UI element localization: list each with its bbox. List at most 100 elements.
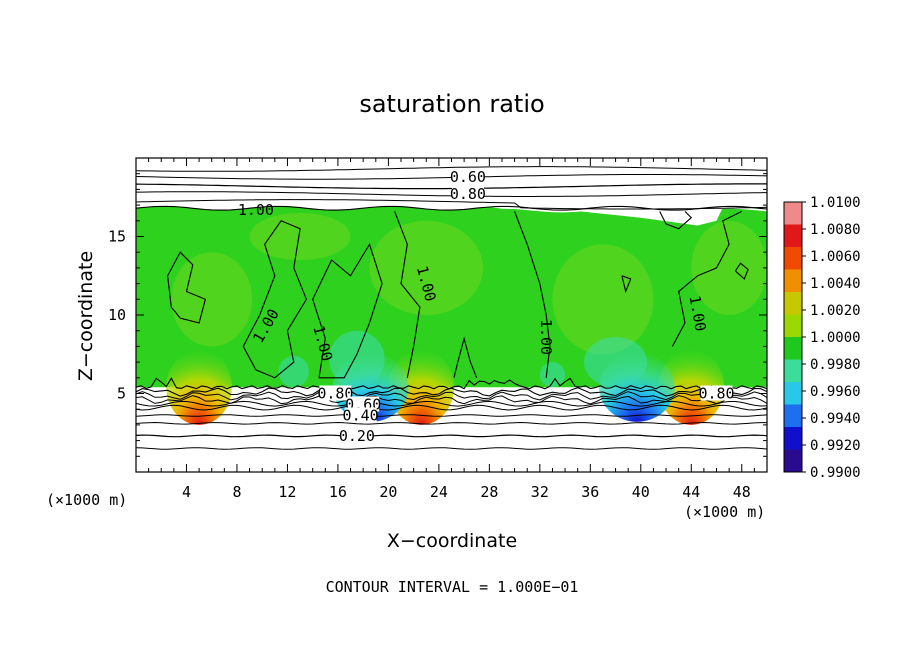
y-tick-label: 15 [108,228,126,246]
x-tick-label: 36 [581,483,599,501]
contour-label: 0.20 [339,427,375,445]
contour-line-1-00 [671,210,743,347]
x-tick-label: 16 [329,483,347,501]
contour-line [136,395,767,405]
moist-patch [171,252,253,347]
contour-line-1-00 [312,242,383,379]
x-tick-label: 28 [480,483,498,501]
x-tick-label: 44 [682,483,700,501]
x-axis-label: X−coordinate [387,530,517,552]
colorbar-swatch [784,449,802,473]
contour-label-bg [451,168,484,184]
contour-label-bg [700,385,733,401]
x-tick-label: 20 [379,483,397,501]
contour-label: 0.80 [698,385,734,403]
contour-line-1-00 [453,336,478,379]
plot-area: 0.600.801.001.001.001.00 1.001.000.800.60… [136,166,767,450]
x-tick-label: 24 [430,483,448,501]
contour-line [136,391,767,401]
y-tick-label: 10 [108,306,126,324]
contour-label-text: 0.60 [450,168,486,186]
subsaturated-patch [539,362,566,388]
contour-line-1-00 [514,211,551,378]
contour-line [136,166,767,172]
contour-line-1-00 [621,275,632,294]
colorbar-label: 1.0040 [810,276,861,292]
colorbar-label: 0.9940 [810,411,861,427]
contour-label: 1.00 [686,294,710,333]
contour-line [136,191,767,197]
moist-patch [552,244,654,355]
contour-label-text: 0.40 [343,407,379,425]
colorbar-swatch [784,382,802,405]
cloud-top-contour [136,205,767,211]
contour-label: 1.00 [537,319,555,355]
contour-line-1-00 [167,251,207,324]
moist-patch [691,220,767,315]
colorbar: 1.0100 1.0080 1.0060 1.0040 1.0020 1.0000 0.99… [783,195,861,481]
colorbar-swatch [784,224,802,248]
contour-label: 1.00 [238,201,274,219]
x-tick-label: 12 [278,483,296,501]
contour-label-text: 0.20 [339,427,375,445]
contour-label-text: 0.80 [698,385,734,403]
x-tick-label: 32 [531,483,549,501]
x-tick-label: 48 [733,483,751,501]
contour-label-text: 1.00 [238,201,274,219]
contour-line-1-00 [734,262,749,280]
colorbar-swatch [784,292,802,315]
contour-label: 0.80 [450,185,486,203]
x-unit-left: (×1000 m) [46,491,127,509]
y-tick-label: 5 [117,385,126,403]
chart-title: saturation ratio [359,90,544,118]
contour-line [136,414,767,417]
contour-label-text: 0.80 [317,385,353,403]
contour-line [136,421,767,425]
colorbar-swatch [784,427,802,450]
contour-line-1-00 [242,220,308,379]
moist-patch [369,220,484,315]
x-axis-ticks: 4 8 12 16 20 24 28 32 36 40 44 48 [148,158,755,501]
contour-line-1-00 [394,211,421,378]
colorbar-label: 0.9900 [810,465,861,481]
contour-label-text: 0.80 [450,185,486,203]
x-tick-label: 4 [182,483,191,501]
contour-label-text: 1.00 [686,294,710,333]
colorbar-label: 0.9980 [810,357,861,373]
colorbar-swatch [784,202,802,225]
contour-label: 0.60 [450,168,486,186]
colorbar-swatch [784,404,802,428]
colorbar-label: 0.9920 [810,438,861,454]
colorbar-label: 1.0000 [810,330,861,346]
contour-label: 0.80 [317,385,353,403]
contour-line-1-00 [659,211,693,230]
y-axis-label: Z−coordinate [75,251,97,381]
colorbar-swatch [784,337,802,360]
x-unit-right: (×1000 m) [684,503,765,521]
contour-line [136,404,767,411]
contour-label-bg [344,407,377,423]
contour-line [136,434,767,438]
contour-label-bg [451,186,484,202]
y-axis-ticks: 5 10 15 [108,173,767,457]
cloud-base-contour [136,377,767,390]
contour-label-text: 1.00 [537,319,555,355]
colorbar-label: 1.0080 [810,222,861,238]
x-tick-label: 8 [232,483,241,501]
contour-line [136,183,767,190]
contour-line [136,174,767,180]
contour-line [136,199,767,210]
colorbar-swatch [784,269,802,293]
subsaturated-patch [278,355,309,388]
contour-line [136,447,767,450]
colorbar-swatch [784,359,802,383]
colorbar-swatch [784,247,802,270]
colorbar-label: 1.0060 [810,249,861,265]
contour-interval-note: CONTOUR INTERVAL = 1.000E−01 [326,578,579,596]
contour-label-bg [319,385,352,401]
colorbar-label: 0.9960 [810,384,861,400]
contour-label: 0.40 [343,407,379,425]
contour-label-bg [340,427,373,443]
x-tick-label: 40 [632,483,650,501]
